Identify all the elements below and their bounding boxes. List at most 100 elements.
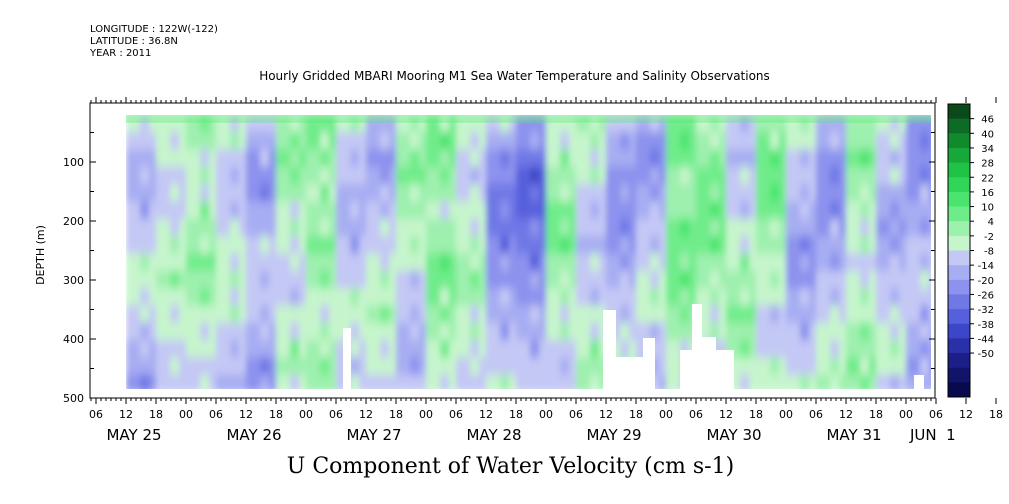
- x-day-label: MAY 30: [706, 426, 761, 444]
- heatmap-cell: [409, 322, 420, 342]
- heatmap-cell: [679, 305, 690, 324]
- heatmap-cell: [349, 305, 360, 324]
- x-hour-tick-label: 18: [389, 408, 403, 421]
- colorbar-label: -8: [984, 247, 994, 258]
- heatmap-cell: [409, 184, 420, 203]
- heatmap-cell: [709, 236, 720, 255]
- heatmap-cell: [619, 322, 630, 342]
- heatmap-cell: [439, 115, 450, 134]
- heatmap-cell: [349, 201, 360, 220]
- heatmap-cell: [709, 305, 720, 324]
- heatmap-cell: [349, 270, 360, 290]
- heatmap-cell: [469, 166, 480, 186]
- heatmap-cell: [529, 340, 540, 359]
- heatmap-cell: [259, 270, 270, 290]
- heatmap-cell: [229, 305, 240, 324]
- colorbar-swatch: [948, 191, 970, 208]
- heatmap-cell: [996, 201, 1009, 219]
- heatmap-cell: [769, 253, 780, 272]
- heatmap-cell: [139, 253, 150, 272]
- heatmap-cell: [319, 201, 330, 220]
- heatmap-cell: [649, 270, 660, 290]
- heatmap-cell: [559, 288, 570, 307]
- x-hour-tick-label: 06: [809, 408, 823, 421]
- heatmap-cell: [589, 184, 600, 203]
- heatmap-cell: [859, 374, 870, 389]
- heatmap-cell: [919, 201, 930, 220]
- colorbar: 46 40 34 28 22 16 10 4 -2 -8 -14 -20 -26 -32 -38 -44 -50: [947, 103, 994, 398]
- heatmap-cell: [919, 184, 930, 203]
- heatmap-cell: [619, 166, 630, 186]
- x-day-label: MAY 29: [586, 426, 641, 444]
- heatmap-cell: [139, 149, 150, 168]
- heatmap-cell: [139, 132, 150, 151]
- heatmap-cell: [379, 132, 390, 151]
- heatmap-cell: [709, 115, 720, 134]
- missing-data-gap: [643, 338, 655, 389]
- colorbar-label: 22: [981, 173, 994, 184]
- heatmap-cell: [589, 166, 600, 186]
- heatmap-cell: [259, 115, 270, 134]
- missing-data-gap: [702, 337, 716, 389]
- colorbar-label: -26: [978, 290, 994, 301]
- heatmap-cell: [799, 236, 810, 255]
- heatmap-cell: [859, 201, 870, 220]
- missing-data-gap: [343, 328, 351, 389]
- colorbar-label: 10: [981, 203, 994, 214]
- heatmap-cell: [139, 115, 150, 134]
- heatmap-cell: [739, 340, 750, 359]
- heatmap-cell: [829, 115, 840, 134]
- heatmap-cell: [499, 166, 510, 186]
- heatmap-cell: [409, 357, 420, 376]
- heatmap-cell: [799, 184, 810, 203]
- colorbar-label: 40: [981, 129, 994, 140]
- heatmap-cell: [889, 270, 900, 290]
- heatmap-cell: [319, 305, 330, 324]
- heatmap-cell: [259, 305, 270, 324]
- heatmap-cell: [319, 374, 330, 389]
- heatmap-cell: [889, 322, 900, 342]
- heatmap-cell: [349, 357, 360, 376]
- heatmap-cell: [829, 236, 840, 255]
- heatmap-cell: [289, 357, 300, 376]
- colorbar-swatch: [948, 279, 970, 295]
- heatmap-cell: [799, 305, 810, 324]
- heatmap-cell: [199, 357, 210, 376]
- colorbar-swatch: [948, 133, 970, 149]
- heatmap-cell: [769, 270, 780, 290]
- heatmap-cell: [199, 115, 210, 134]
- heatmap-cell: [589, 236, 600, 255]
- y-tick-label: 400: [63, 333, 84, 346]
- heatmap-cell: [499, 374, 510, 389]
- x-day-label: MAY 25: [106, 426, 161, 444]
- heatmap-cell: [679, 288, 690, 307]
- heatmap-cell: [709, 322, 720, 342]
- heatmap-cell: [769, 218, 780, 238]
- heatmap-cell: [199, 374, 210, 389]
- colorbar-label: 46: [981, 115, 994, 126]
- heatmap-cell: [619, 305, 630, 324]
- heatmap-cell: [169, 288, 180, 307]
- x-hour-tick-label: 18: [269, 408, 283, 421]
- heatmap-cell: [559, 357, 570, 376]
- heatmap-cell: [319, 166, 330, 186]
- heatmap-cell: [799, 166, 810, 186]
- heatmap-cell: [709, 166, 720, 186]
- heatmap-cell: [559, 184, 570, 203]
- heatmap-cell: [259, 357, 270, 376]
- heatmap-cell: [829, 184, 840, 203]
- heatmap-cell: [619, 149, 630, 168]
- heatmap-cell: [439, 184, 450, 203]
- heatmap-cell: [966, 375, 997, 393]
- colorbar-swatch: [948, 382, 970, 398]
- heatmap-cell: [499, 218, 510, 238]
- heatmap-cell: [169, 305, 180, 324]
- x-hour-tick-label: 12: [119, 408, 133, 421]
- heatmap-cell: [739, 149, 750, 168]
- heatmap-cell: [169, 184, 180, 203]
- heatmap-cell: [289, 322, 300, 342]
- heatmap-cell: [679, 218, 690, 238]
- heatmap-cell: [679, 236, 690, 255]
- heatmap-cell: [499, 322, 510, 342]
- heatmap-cell: [649, 115, 660, 134]
